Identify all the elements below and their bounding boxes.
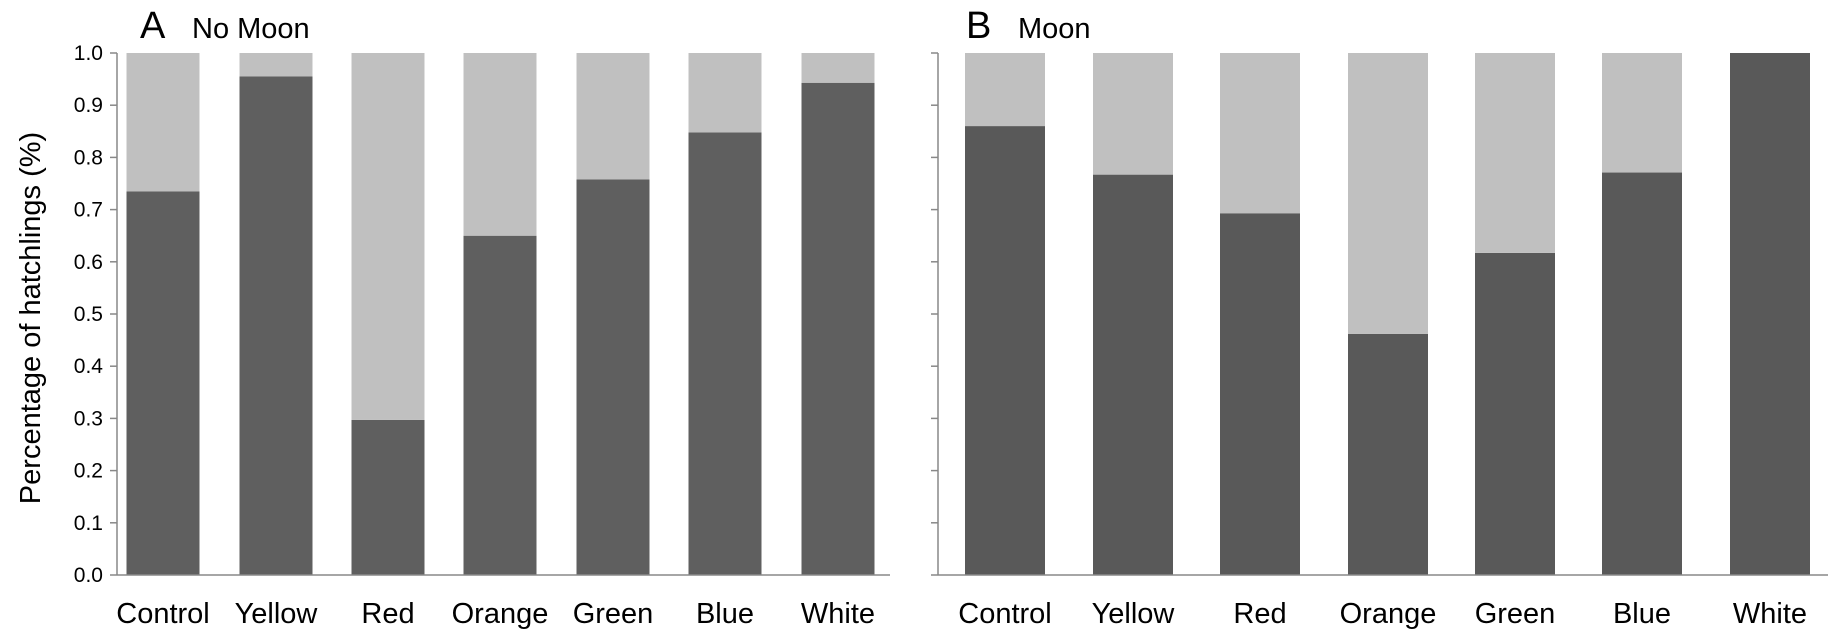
bar-lower-yellow (1093, 174, 1173, 575)
x-tick-label-control: Control (958, 598, 1052, 630)
x-tick-label-white: White (1733, 598, 1807, 630)
bar-upper-yellow (1093, 53, 1173, 175)
bar-upper-red (351, 53, 425, 420)
bar-upper-yellow (239, 53, 313, 77)
bar-upper-red (1220, 53, 1300, 214)
bar-upper-control (126, 53, 200, 192)
bar-lower-green (1475, 252, 1555, 575)
x-tick-label-green: Green (1475, 598, 1556, 630)
x-tick-label-yellow: Yellow (1092, 598, 1176, 630)
panel-a-title: No Moon (192, 13, 310, 45)
bar-lower-green (576, 179, 650, 575)
x-tick-label-red: Red (361, 598, 414, 630)
y-tick-label: 1.0 (74, 42, 103, 65)
y-tick-label: 0.1 (74, 512, 103, 535)
bar-upper-white (801, 53, 875, 83)
bar-lower-white (801, 82, 875, 575)
x-tick-label-orange: Orange (1340, 598, 1437, 630)
bar-lower-white (1730, 53, 1810, 575)
panel-b: B Moon Control Yellow Red Orange Green Blue Wh… (931, 5, 1828, 630)
panel-b-letter: B (966, 5, 991, 47)
bar-upper-control (965, 53, 1045, 127)
bar-lower-orange (1348, 333, 1428, 575)
y-axis-label: Percentage of hatchlings (%) (15, 132, 47, 504)
panel-a-letter: A (140, 5, 166, 47)
bar-lower-control (965, 126, 1045, 575)
y-tick-label: 0.7 (74, 199, 103, 222)
y-tick-label: 0.0 (74, 564, 103, 587)
bar-lower-red (1220, 213, 1300, 575)
x-tick-label-white: White (801, 598, 875, 630)
bar-lower-orange (463, 235, 537, 575)
y-tick-label: 0.8 (74, 146, 103, 169)
bar-lower-blue (688, 132, 762, 575)
bar-upper-orange (1348, 53, 1428, 334)
x-tick-label-yellow: Yellow (235, 598, 319, 630)
y-tick-label: 0.9 (74, 94, 103, 117)
bar-upper-orange (463, 53, 537, 236)
x-tick-label-blue: Blue (696, 598, 754, 630)
x-tick-label-orange: Orange (452, 598, 549, 630)
bar-lower-blue (1602, 172, 1682, 575)
bar-upper-green (576, 53, 650, 180)
x-tick-label-green: Green (573, 598, 654, 630)
x-tick-label-blue: Blue (1613, 598, 1671, 630)
y-tick-label: 0.5 (74, 303, 103, 326)
bar-upper-green (1475, 53, 1555, 253)
panel-b-title: Moon (1018, 13, 1091, 45)
bar-lower-red (351, 419, 425, 575)
y-tick-label: 0.3 (74, 407, 103, 430)
y-tick-label: 0.6 (74, 251, 103, 274)
bar-lower-yellow (239, 76, 313, 576)
bar-lower-control (126, 191, 200, 575)
bar-upper-blue (1602, 53, 1682, 173)
x-tick-label-red: Red (1233, 598, 1286, 630)
bar-upper-blue (688, 53, 762, 133)
x-tick-label-control: Control (116, 598, 210, 630)
y-tick-label: 0.2 (74, 460, 103, 483)
y-tick-label: 0.4 (74, 355, 104, 378)
panel-a: A No Moon Percentage of hatchlings (%) C… (15, 5, 890, 630)
